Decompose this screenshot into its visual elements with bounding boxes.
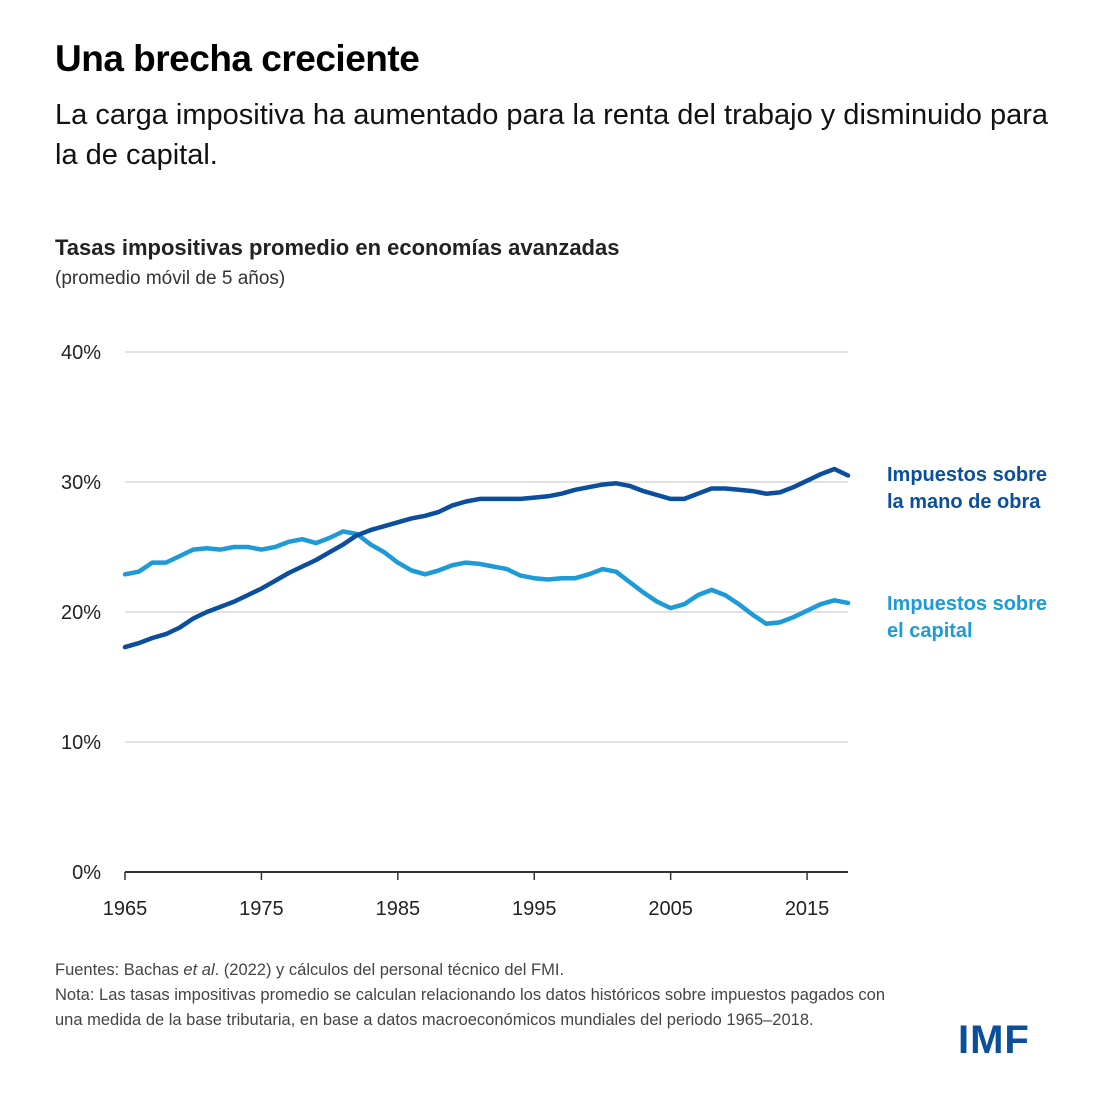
sources-italic: et al [183, 961, 215, 979]
sources-note: Fuentes: Bachas et al. (2022) y cálculos… [55, 958, 915, 1033]
legend-labor-line-1: Impuestos sobre [887, 464, 1048, 486]
x-tick-label: 1985 [376, 898, 421, 920]
x-tick-label: 1965 [103, 898, 148, 920]
legend-labor-line-2: la mano de obra [887, 491, 1041, 513]
x-tick-label: 1995 [512, 898, 557, 920]
series-line-capital [122, 529, 851, 626]
chart-title: Tasas impositivas promedio en economías … [55, 235, 620, 260]
gridlines [125, 351, 848, 743]
legend-capital-taxes: Impuestos sobre el capital [887, 591, 1047, 645]
legend-labor-taxes: Impuestos sobre la mano de obra [887, 462, 1047, 516]
legend-capital-line-2: el capital [887, 620, 973, 642]
imf-logo: IMF [958, 1018, 1030, 1062]
x-tick-label: 2015 [785, 898, 830, 920]
series-lines [122, 466, 851, 650]
series-line-labor [122, 466, 851, 650]
x-axis: 1965 1975 1985 1995 2005 2015 [103, 871, 848, 920]
note-text: Nota: Las tasas impositivas promedio se … [55, 986, 886, 1029]
y-tick-label: 0% [72, 862, 101, 884]
y-axis: 0% 10% 20% 30% 40% [61, 342, 101, 884]
x-tick-label: 2005 [648, 898, 693, 920]
chart-subtitle: (promedio móvil de 5 años) [55, 268, 286, 289]
sources-suffix: . (2022) y cálculos del personal técnico… [214, 961, 565, 979]
y-tick-label: 40% [61, 342, 101, 364]
y-tick-label: 10% [61, 732, 101, 754]
page-title: Una brecha creciente [55, 38, 420, 79]
y-tick-label: 30% [61, 472, 101, 494]
legend-capital-line-1: Impuestos sobre [887, 593, 1048, 615]
sources-prefix: Fuentes: Bachas [55, 961, 184, 979]
page-subtitle: La carga impositiva ha aumentado para la… [55, 99, 1049, 171]
y-tick-label: 20% [61, 602, 101, 624]
sources-line: Fuentes: Bachas et al. (2022) y cálculos… [55, 958, 915, 983]
x-tick-label: 1975 [239, 898, 284, 920]
